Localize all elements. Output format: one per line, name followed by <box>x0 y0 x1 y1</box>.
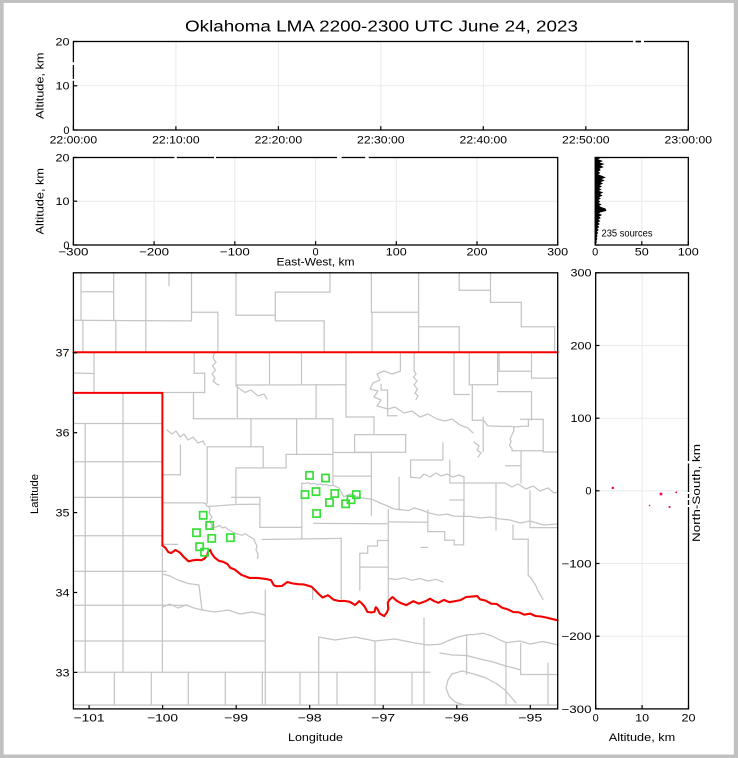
svg-text:22:00:00: 22:00:00 <box>50 135 98 147</box>
svg-text:100: 100 <box>571 413 592 425</box>
svg-text:20: 20 <box>682 713 696 725</box>
svg-text:0: 0 <box>585 486 591 498</box>
svg-text:100: 100 <box>386 247 407 259</box>
svg-text:100: 100 <box>678 247 699 259</box>
svg-text:35: 35 <box>56 508 70 520</box>
svg-text:−96: −96 <box>445 713 469 725</box>
svg-text:0: 0 <box>63 240 69 252</box>
svg-text:37: 37 <box>56 348 70 360</box>
svg-text:Altitude, km: Altitude, km <box>609 732 676 744</box>
svg-text:Altitude, km: Altitude, km <box>35 53 47 120</box>
svg-text:East-West, km: East-West, km <box>277 257 355 269</box>
svg-text:0: 0 <box>593 713 599 725</box>
svg-text:−99: −99 <box>224 713 248 725</box>
svg-text:−300: −300 <box>58 247 88 259</box>
svg-text:22:50:00: 22:50:00 <box>562 135 610 147</box>
svg-text:0: 0 <box>63 125 69 137</box>
svg-text:−95: −95 <box>518 713 542 725</box>
svg-text:200: 200 <box>571 340 592 352</box>
svg-text:Oklahoma LMA 2200-2300 UTC Jun: Oklahoma LMA 2200-2300 UTC June 24, 2023 <box>185 19 578 36</box>
svg-text:33: 33 <box>56 667 70 679</box>
svg-text:0: 0 <box>313 247 319 259</box>
svg-text:36: 36 <box>56 428 70 440</box>
svg-text:10: 10 <box>56 81 70 93</box>
svg-text:22:30:00: 22:30:00 <box>357 135 405 147</box>
svg-text:−101: −101 <box>74 713 105 725</box>
svg-text:Altitude, km: Altitude, km <box>34 168 46 235</box>
svg-text:22:20:00: 22:20:00 <box>255 135 303 147</box>
svg-text:34: 34 <box>56 587 70 599</box>
svg-text:200: 200 <box>467 247 488 259</box>
svg-text:−200: −200 <box>562 631 592 643</box>
svg-text:−100: −100 <box>562 558 592 570</box>
svg-text:North-South, km: North-South, km <box>691 444 703 542</box>
svg-text:22:40:00: 22:40:00 <box>460 135 508 147</box>
svg-text:−100: −100 <box>147 713 178 725</box>
svg-text:−98: −98 <box>298 713 322 725</box>
svg-text:−300: −300 <box>562 704 592 716</box>
svg-text:20: 20 <box>56 36 70 48</box>
svg-text:20: 20 <box>56 152 70 164</box>
svg-text:22:10:00: 22:10:00 <box>152 135 200 147</box>
svg-text:−200: −200 <box>139 247 169 259</box>
svg-text:23:00:00: 23:00:00 <box>665 135 713 147</box>
svg-text:Latitude: Latitude <box>29 474 41 514</box>
svg-text:235 sources: 235 sources <box>602 229 653 240</box>
svg-text:10: 10 <box>56 196 70 208</box>
svg-text:−97: −97 <box>371 713 395 725</box>
svg-text:Longitude: Longitude <box>288 732 343 744</box>
svg-text:50: 50 <box>635 247 649 259</box>
svg-text:300: 300 <box>547 247 568 259</box>
svg-text:10: 10 <box>635 713 649 725</box>
svg-text:−100: −100 <box>220 247 250 259</box>
svg-text:300: 300 <box>571 268 592 280</box>
svg-text:0: 0 <box>592 247 598 259</box>
